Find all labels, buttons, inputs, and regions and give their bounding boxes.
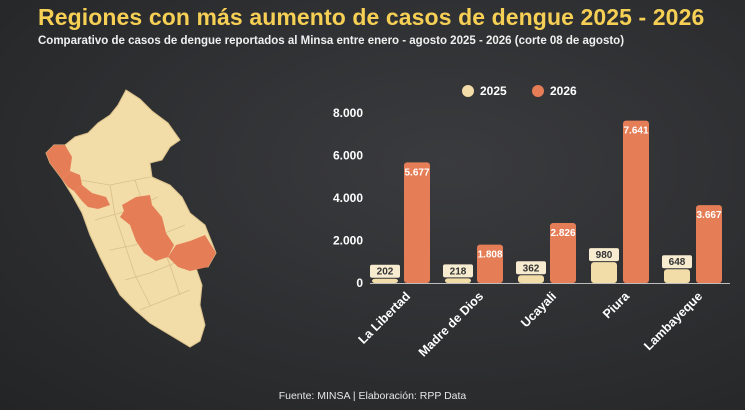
legend-label-2025: 2025 — [480, 84, 507, 98]
value-label: 3.667 — [696, 210, 721, 221]
source-note: Fuente: MINSA | Elaboración: RPP Data — [278, 390, 467, 402]
value-label: 362 — [523, 263, 540, 274]
category-label: Lambayeque — [641, 289, 705, 353]
peru-map-icon — [45, 89, 217, 348]
value-label: 5.677 — [404, 167, 429, 178]
bar-2026-lambayeque — [696, 205, 722, 283]
chart-subtitle: Comparativo de casos de dengue reportado… — [38, 35, 625, 47]
bar-2025-madre-de-dios — [445, 278, 471, 283]
category-label: La Libertad — [356, 289, 414, 347]
value-label-bg — [662, 255, 692, 269]
value-label: 2.826 — [550, 228, 575, 239]
value-label: 218 — [450, 266, 467, 277]
bar-2025-ucayali — [518, 275, 544, 283]
map-region-madre-de-dios — [168, 235, 216, 271]
value-label: 1.808 — [477, 250, 502, 261]
legend-marker-2026 — [532, 85, 544, 97]
category-label: Piura — [600, 288, 633, 321]
value-label-bg — [443, 264, 473, 278]
bar-2025-la-libertad — [372, 278, 398, 283]
y-tick-label: 0 — [356, 276, 363, 290]
y-tick-label: 6.000 — [333, 149, 363, 163]
bar-2025-lambayeque — [664, 269, 690, 283]
bar-2026-la-libertad — [404, 162, 430, 283]
value-label-bg — [370, 264, 400, 278]
chart-title: Regiones con más aumento de casos de den… — [38, 4, 705, 30]
bar-2026-madre-de-dios — [477, 244, 503, 283]
map-region-lambayeque — [62, 171, 82, 191]
map-region-ucayali — [120, 195, 174, 261]
value-label: 7.641 — [623, 126, 648, 137]
value-label: 980 — [596, 250, 613, 261]
legend-label-2026: 2026 — [550, 84, 577, 98]
category-label: Madre de Dios — [416, 289, 486, 359]
y-tick-label: 2.000 — [333, 234, 363, 248]
map-region-piura — [46, 145, 72, 179]
map-region-la-libertad — [74, 185, 110, 209]
y-tick-label: 8.000 — [333, 106, 363, 120]
category-label: Ucayali — [518, 289, 559, 330]
value-label-bg — [589, 248, 619, 262]
bar-2026-piura — [623, 120, 649, 283]
bar-2026-ucayali — [550, 222, 576, 283]
value-label: 202 — [377, 267, 394, 278]
y-tick-label: 4.000 — [333, 191, 363, 205]
value-label-bg — [516, 261, 546, 275]
value-label: 648 — [669, 257, 686, 268]
bar-chart: 2025 2026 0 2.000 4.000 6.000 8.000 202 5.677 La … — [333, 84, 730, 360]
bar-2025-piura — [591, 262, 617, 283]
legend-marker-2025 — [462, 85, 474, 97]
